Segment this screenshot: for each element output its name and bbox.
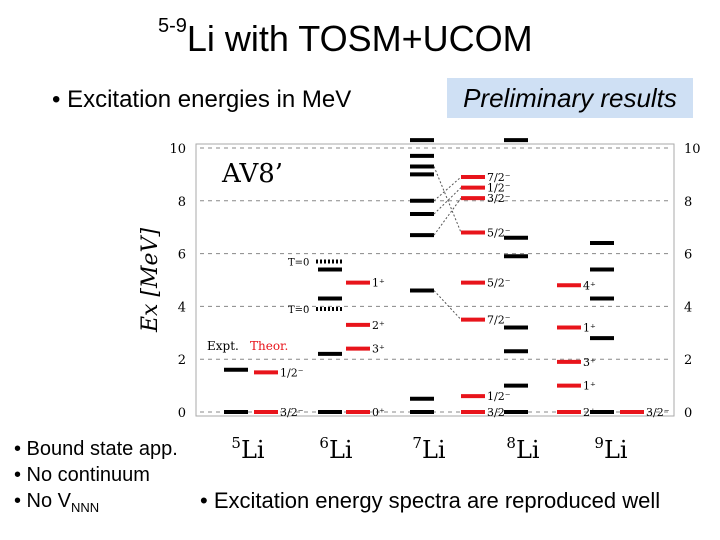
spin-label: 1⁺: [372, 277, 385, 290]
spin-label: 7/2⁻: [487, 314, 511, 327]
plot-frame: [195, 143, 675, 417]
spin-label: 2⁺: [372, 319, 385, 332]
preliminary-results-badge: Preliminary results: [447, 78, 693, 118]
spin-label: 3⁺: [583, 356, 596, 369]
chart-title: AV8’: [221, 159, 283, 189]
y-tick-label-right: 4: [684, 300, 692, 315]
subtitle: • Excitation energies in MeV: [52, 86, 352, 113]
nucleus-label: 7Li: [412, 434, 445, 462]
title-mass-superscript: 5-9: [158, 15, 187, 37]
y-tick-label-right: 0: [684, 406, 692, 421]
spin-label: 1/2⁻: [487, 182, 511, 195]
bullet-no-vnnn-text: • No V: [14, 490, 72, 512]
nucleus-mass: 6: [319, 434, 329, 452]
y-tick-label-right: 8: [684, 195, 692, 210]
spin-label: 3/2⁻: [280, 406, 304, 419]
spin-label: 1⁺: [583, 322, 596, 335]
nucleus-label: 6Li: [319, 434, 352, 462]
level-connector: [433, 197, 462, 236]
spin-label: 1/2⁻: [487, 390, 511, 403]
bullet-no-continuum: • No continuum: [14, 464, 150, 486]
conclusion-text: • Excitation energy spectra are reproduc…: [200, 488, 661, 513]
bullet-list: • Bound state app. • No continuum • No V…: [14, 436, 178, 521]
nucleus-mass: 7: [412, 434, 422, 452]
y-tick-label-left: 10: [169, 142, 186, 157]
legend-theor: Theor.: [250, 339, 288, 353]
y-tick-label-left: 0: [178, 406, 186, 421]
spin-label: 1/2⁻: [280, 366, 304, 379]
nucleus-mass: 9: [594, 434, 604, 452]
y-tick-label-left: 2: [178, 353, 186, 368]
bullet-no-vnnn: • No VNNN: [14, 488, 178, 521]
nucleus-symbol: Li: [516, 436, 540, 462]
nucleus-symbol: Li: [422, 436, 446, 462]
isospin-label: T=0: [288, 258, 309, 269]
spin-label: 3/2⁻: [487, 406, 511, 419]
level-connector: [433, 166, 462, 233]
nucleus-label: 8Li: [506, 434, 539, 462]
spin-label: 2⁺: [583, 406, 596, 419]
spin-label: 3⁺: [372, 343, 385, 356]
y-tick-label-right: 6: [684, 248, 692, 263]
nucleus-symbol: Li: [241, 436, 265, 462]
spin-label: 4⁺: [583, 279, 596, 292]
y-tick-label-left: 4: [178, 300, 186, 315]
legend-expt: Expt.: [207, 339, 239, 353]
y-axis-label: Ex [MeV]: [138, 228, 163, 333]
bullet-no-vnnn-sub: NNN: [71, 500, 100, 515]
spin-label: 1⁺: [583, 380, 596, 393]
level-scheme-chart: 0 0 2 2 4 4 6 6 8 8 10 10 Ex [MeV] AV8’ Expt. Theor…: [138, 138, 701, 462]
isospin-label: T=0: [288, 305, 309, 316]
spin-label: 3/2⁻: [487, 192, 511, 205]
level-connector: [433, 290, 462, 320]
nucleus-label: 9Li: [594, 434, 627, 462]
nucleus-symbol: Li: [604, 436, 628, 462]
y-tick-label-right: 2: [684, 353, 692, 368]
spin-label: 3/2⁻: [646, 406, 670, 419]
spin-label: 5/2⁻: [487, 277, 511, 290]
spin-label: 0⁺: [372, 406, 385, 419]
title-text: Li with TOSM+UCOM: [186, 18, 533, 59]
level-connector: [433, 176, 462, 202]
nucleus-mass: 8: [506, 434, 516, 452]
y-tick-label-right: 10: [684, 142, 701, 157]
y-tick-label-left: 6: [178, 248, 186, 263]
spin-label: 7/2⁻: [487, 171, 511, 184]
nucleus-symbol: Li: [329, 436, 353, 462]
y-tick-label-left: 8: [178, 195, 186, 210]
nucleus-label: 5Li: [231, 434, 264, 462]
bullet-bound-state: • Bound state app.: [14, 438, 178, 460]
slide-title: 5-9Li with TOSM+UCOM: [158, 15, 533, 60]
nucleus-mass: 5: [231, 434, 241, 452]
